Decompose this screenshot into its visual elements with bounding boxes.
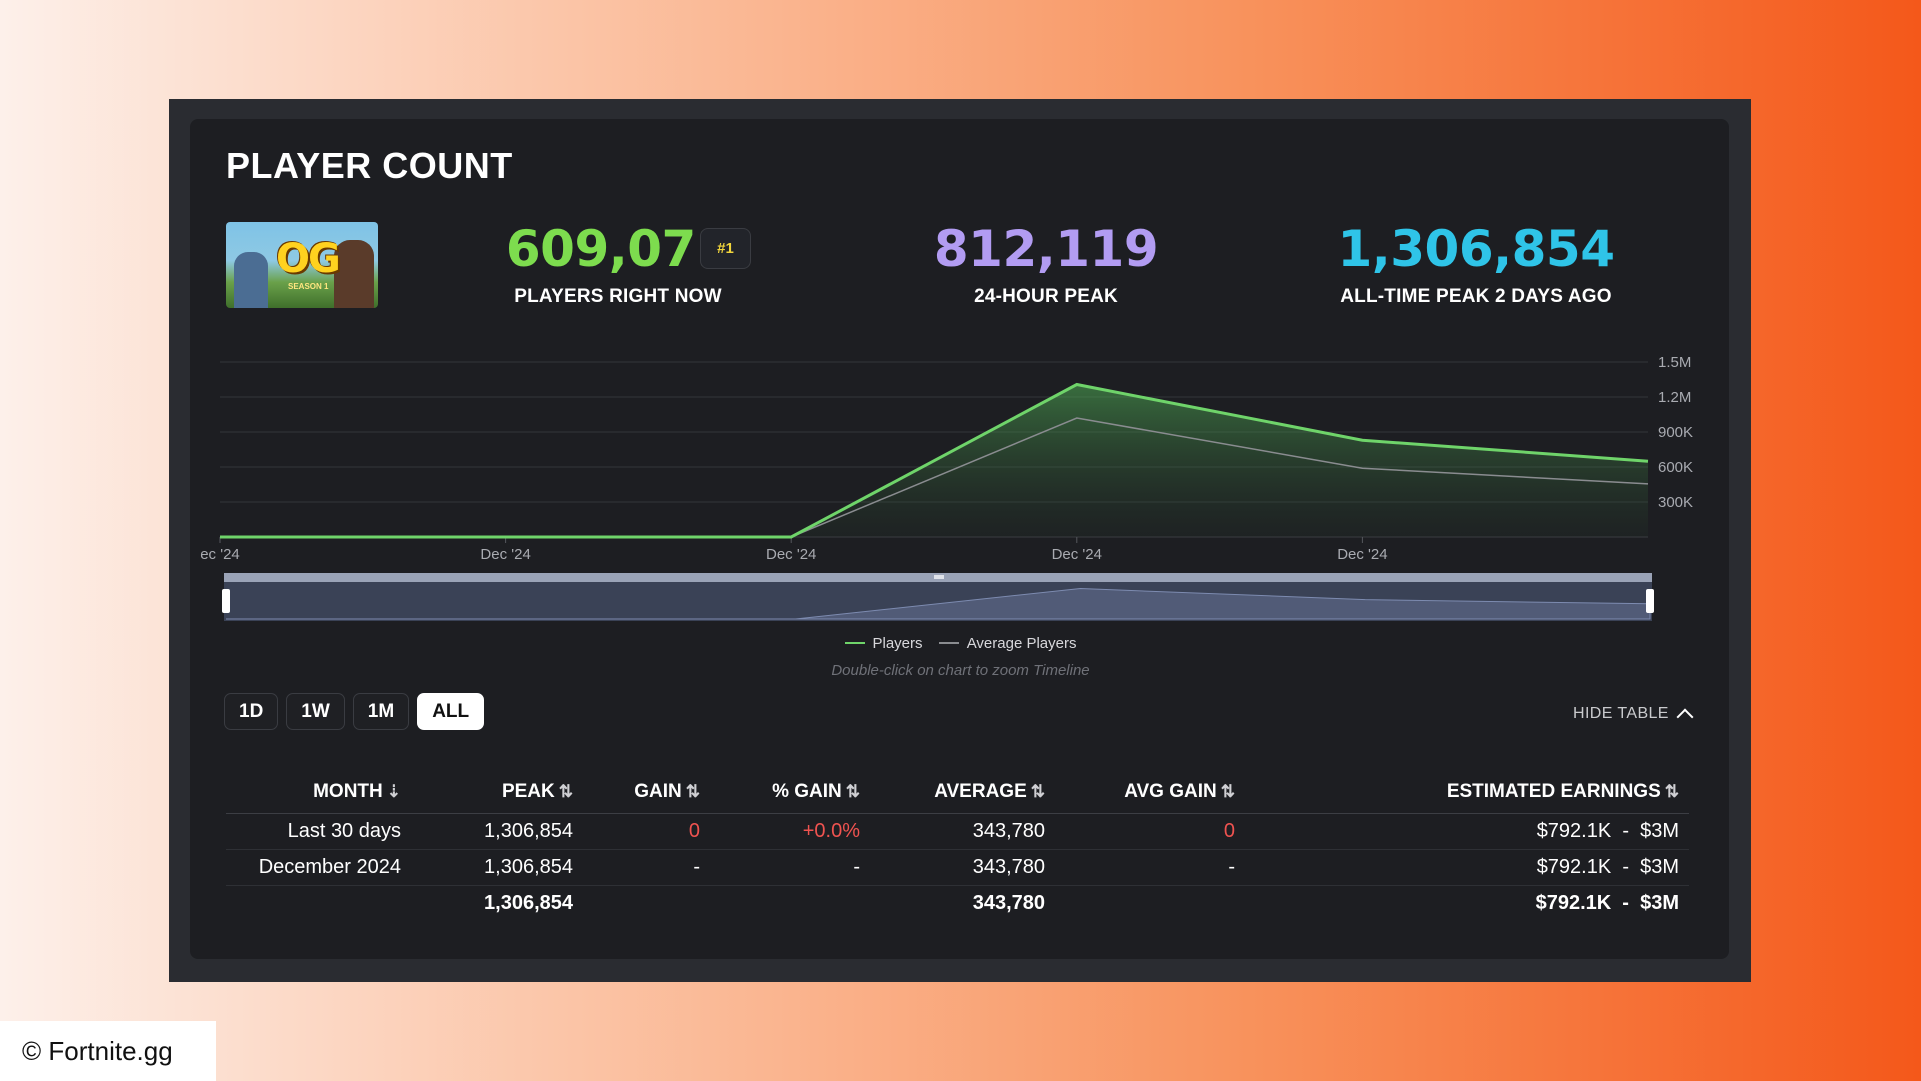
legend-average-label: Average Players bbox=[966, 634, 1077, 652]
cell-gain: 0 bbox=[583, 813, 710, 850]
peak-24h-label: 24-HOUR PEAK bbox=[974, 286, 1118, 307]
x-tick-label: Dec '24 bbox=[480, 546, 530, 563]
current-players-value: 609,071 bbox=[505, 220, 731, 278]
header-average[interactable]: AVERAGE ⇅ bbox=[870, 771, 1055, 814]
total-avg-gain bbox=[1055, 885, 1245, 921]
players-area bbox=[220, 384, 1648, 537]
player-count-chart[interactable]: 300K 600K 900K 1.2M 1.5M ec '24 Dec '24 Dec '2… bbox=[0, 0, 1921, 640]
header-month[interactable]: MONTH ⇣ bbox=[226, 771, 411, 814]
sort-desc-icon: ⇣ bbox=[386, 781, 401, 801]
peak-24h-value: 812,119 bbox=[933, 220, 1159, 278]
y-tick-label: 300K bbox=[1658, 494, 1693, 511]
cell-percent-gain: +0.0% bbox=[710, 813, 870, 850]
legend-average-swatch bbox=[938, 642, 959, 644]
sort-icon: ⇅ bbox=[1220, 781, 1235, 801]
sort-icon: ⇅ bbox=[1664, 781, 1679, 801]
cell-percent-gain: - bbox=[710, 849, 870, 886]
header-gain[interactable]: GAIN ⇅ bbox=[583, 771, 710, 814]
season-label: SEASON 1 bbox=[288, 282, 329, 291]
sort-icon: ⇅ bbox=[845, 781, 860, 801]
all-time-peak-label: ALL-TIME PEAK 2 DAYS AGO bbox=[1340, 286, 1612, 307]
stat-all-time-peak: 1,306,854 ALL-TIME PEAK 2 DAYS AGO bbox=[1316, 220, 1636, 308]
header-avg-gain[interactable]: AVG GAIN ⇅ bbox=[1055, 771, 1245, 814]
cell-peak: 1,306,854 bbox=[411, 813, 583, 850]
page-title: PLAYER COUNT bbox=[226, 145, 513, 186]
table-header-row: MONTH ⇣ PEAK ⇅ GAIN ⇅ % GAIN ⇅ AVERAGE ⇅ AVG … bbox=[226, 771, 1689, 814]
x-tick-label: Dec '24 bbox=[1052, 546, 1102, 563]
character-left-image bbox=[234, 252, 268, 308]
sort-icon: ⇅ bbox=[1030, 781, 1045, 801]
character-right-image bbox=[334, 240, 374, 308]
y-tick-label: 600K bbox=[1658, 459, 1693, 476]
range-1w-button[interactable]: 1W bbox=[286, 693, 345, 730]
navigator-left-handle[interactable] bbox=[222, 589, 230, 613]
cell-earnings: $792.1K - $3M bbox=[1245, 849, 1689, 886]
total-gain bbox=[583, 885, 710, 921]
sort-icon: ⇅ bbox=[685, 781, 700, 801]
hide-table-toggle[interactable]: HIDE TABLE bbox=[1573, 705, 1694, 725]
hide-table-label: HIDE TABLE bbox=[1573, 705, 1669, 722]
y-axis-ticks: 300K 600K 900K 1.2M 1.5M bbox=[1658, 354, 1693, 511]
rank-badge: #1 bbox=[700, 228, 751, 269]
scrollbar-grip-icon[interactable] bbox=[934, 575, 944, 579]
total-peak: 1,306,854 bbox=[484, 891, 573, 914]
game-thumbnail[interactable]: OG SEASON 1 bbox=[226, 222, 378, 308]
player-stats-table: MONTH ⇣ PEAK ⇅ GAIN ⇅ % GAIN ⇅ AVERAGE ⇅ AVG … bbox=[226, 771, 1689, 921]
table-row: December 2024 1,306,854 - - 343,780 - $7… bbox=[226, 849, 1689, 886]
cell-month: Last 30 days bbox=[226, 813, 411, 850]
current-players-label: PLAYERS RIGHT NOW bbox=[514, 286, 722, 307]
header-peak[interactable]: PEAK ⇅ bbox=[411, 771, 583, 814]
all-time-peak-value: 1,306,854 bbox=[1337, 220, 1615, 278]
legend-players-swatch bbox=[844, 642, 865, 644]
x-tick-label: Dec '24 bbox=[766, 546, 816, 563]
cell-month: December 2024 bbox=[226, 849, 411, 886]
cell-average: 343,780 bbox=[870, 813, 1055, 850]
copyright-notice: © Fortnite.gg bbox=[0, 1021, 216, 1081]
x-axis-ticks: ec '24 Dec '24 Dec '24 Dec '24 Dec '24 bbox=[200, 537, 1388, 563]
total-average: 343,780 bbox=[972, 891, 1045, 914]
y-tick-label: 900K bbox=[1658, 424, 1693, 441]
header-percent-gain[interactable]: % GAIN ⇅ bbox=[710, 771, 870, 814]
range-selector: 1D 1W 1M ALL bbox=[224, 693, 485, 730]
stat-current-players: 609,071 PLAYERS RIGHT NOW bbox=[470, 220, 766, 308]
x-tick-label: ec '24 bbox=[200, 546, 240, 563]
navigator-right-handle[interactable] bbox=[1646, 589, 1654, 613]
cell-avg-gain: - bbox=[1055, 849, 1245, 886]
total-earnings: $792.1K - $3M bbox=[1535, 891, 1679, 914]
players-line bbox=[220, 382, 1649, 539]
y-tick-label: 1.2M bbox=[1658, 389, 1691, 406]
table-row: Last 30 days 1,306,854 0 +0.0% 343,780 0… bbox=[226, 813, 1689, 850]
total-month bbox=[226, 885, 411, 921]
y-tick-label: 1.5M bbox=[1658, 354, 1691, 371]
sort-icon: ⇅ bbox=[558, 781, 573, 801]
og-logo: OG bbox=[276, 236, 341, 282]
total-percent-gain bbox=[710, 885, 870, 921]
range-1d-button[interactable]: 1D bbox=[224, 693, 279, 730]
legend-average-players[interactable]: Average Players bbox=[938, 634, 1077, 652]
legend-players[interactable]: Players bbox=[844, 634, 923, 652]
cell-earnings: $792.1K - $3M bbox=[1245, 813, 1689, 850]
cell-average: 343,780 bbox=[870, 849, 1055, 886]
header-estimated-earnings[interactable]: ESTIMATED EARNINGS ⇅ bbox=[1245, 771, 1689, 814]
stat-24h-peak: 812,119 24-HOUR PEAK bbox=[896, 220, 1196, 308]
range-1m-button[interactable]: 1M bbox=[352, 693, 410, 730]
chart-legend: Players Average Players bbox=[0, 631, 1921, 652]
legend-players-label: Players bbox=[872, 634, 923, 652]
cell-peak: 1,306,854 bbox=[411, 849, 583, 886]
range-all-button[interactable]: ALL bbox=[417, 693, 485, 730]
navigator-area bbox=[226, 587, 1651, 620]
chevron-up-icon bbox=[1676, 708, 1694, 725]
table-total-row: 1,306,854 343,780 $792.1K - $3M bbox=[226, 885, 1689, 921]
cell-gain: - bbox=[583, 849, 710, 886]
x-tick-label: Dec '24 bbox=[1337, 546, 1387, 563]
zoom-hint: Double-click on chart to zoom Timeline bbox=[831, 662, 1090, 679]
cell-avg-gain: 0 bbox=[1055, 813, 1245, 850]
